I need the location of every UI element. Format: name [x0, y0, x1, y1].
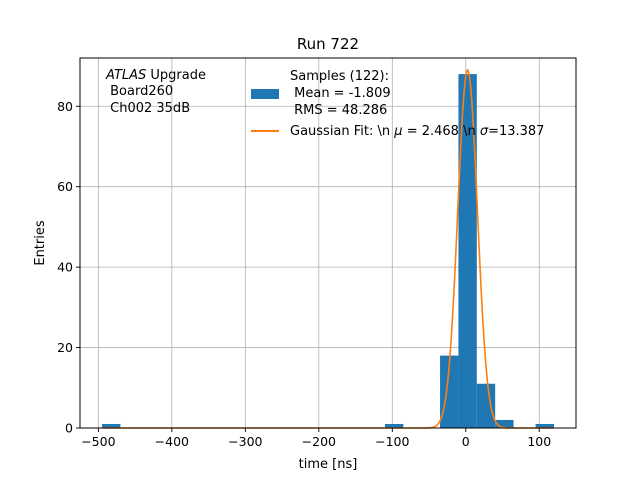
legend: Samples (122): Mean = -1.809 RMS = 48.28… — [251, 69, 544, 139]
histogram-bars — [102, 74, 554, 428]
x-tick-label: −200 — [302, 434, 336, 449]
histogram-bar — [535, 423, 554, 428]
y-tick-label: 80 — [57, 99, 73, 114]
legend-fit-sigma-text: =13.387 — [488, 124, 544, 139]
annotation-upgrade: Upgrade — [146, 68, 206, 83]
legend-fit-mu-symbol: μ — [393, 124, 402, 139]
x-tick-label: −400 — [155, 434, 189, 449]
legend-histogram-line-1: Samples (122): — [290, 69, 389, 84]
y-tick-label: 40 — [57, 260, 73, 275]
legend-histogram-swatch — [251, 89, 279, 99]
legend-fit-prefix: Gaussian Fit: \n — [290, 124, 394, 139]
legend-fit-sigma-symbol: σ — [480, 124, 489, 139]
legend-histogram-line-2: Mean = -1.809 — [290, 86, 391, 101]
annotation-line-3: Ch002 35dB — [106, 101, 190, 116]
histogram-bar — [384, 423, 404, 428]
annotation-line-2: Board260 — [106, 84, 173, 99]
y-tick-label: 0 — [65, 421, 73, 436]
y-axis-label: Entries — [33, 220, 48, 266]
histogram-bar — [102, 423, 121, 428]
plot-frame — [79, 57, 577, 429]
y-tick-label: 20 — [57, 340, 73, 355]
y-axis-ticks: 0 20 40 60 80 — [57, 99, 80, 436]
x-tick-label: −100 — [375, 434, 409, 449]
y-tick-label: 60 — [57, 179, 73, 194]
x-tick-label: −300 — [228, 434, 262, 449]
legend-fit-mu-text: = 2.468 \n — [403, 124, 480, 139]
annotation-line-1: ATLAS Upgrade — [105, 68, 206, 83]
atlas-annotation: ATLAS Upgrade Board260 Ch002 35dB — [105, 68, 206, 116]
x-tick-label: 0 — [462, 434, 470, 449]
legend-histogram-line-3: RMS = 48.286 — [290, 103, 387, 118]
x-tick-label: 100 — [527, 434, 551, 449]
histogram-bar — [440, 355, 459, 428]
x-axis-label: time [ns] — [299, 457, 358, 472]
chart-title: Run 722 — [297, 35, 359, 53]
x-axis-ticks: −500 −400 −300 −200 −100 0 100 — [81, 428, 551, 449]
x-tick-label: −500 — [81, 434, 115, 449]
histogram-bar — [476, 383, 496, 428]
annotation-atlas: ATLAS — [105, 68, 146, 83]
histogram-bar — [495, 419, 514, 428]
legend-fit-label: Gaussian Fit: \n μ = 2.468 \n σ=13.387 — [290, 124, 544, 139]
histogram-bar — [458, 74, 477, 428]
